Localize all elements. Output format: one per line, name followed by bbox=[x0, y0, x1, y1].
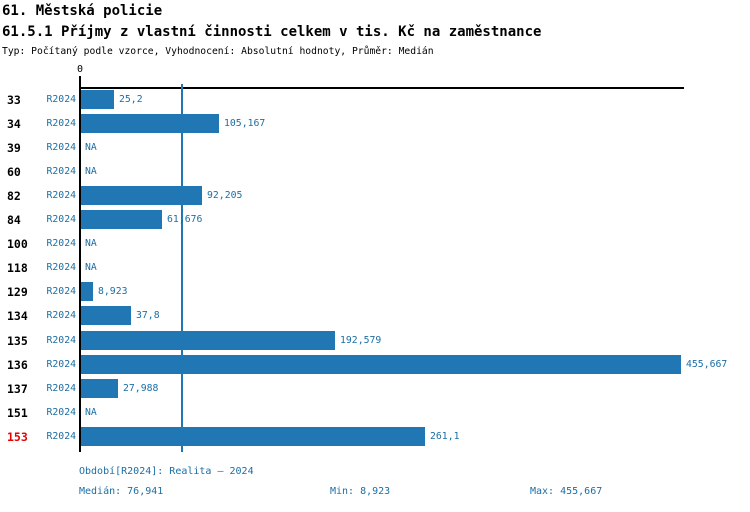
category-label: 134 bbox=[7, 309, 28, 324]
table-row: 60 R2024 NA bbox=[0, 160, 750, 184]
category-label: 129 bbox=[7, 285, 28, 300]
bar bbox=[81, 210, 162, 229]
table-row: 135 R2024 192,579 bbox=[0, 329, 750, 353]
report-title: 61. Městská policie bbox=[2, 3, 163, 19]
na-value-label: NA bbox=[85, 141, 97, 153]
table-row: 129 R2024 8,923 bbox=[0, 280, 750, 304]
table-row: 84 R2024 61,676 bbox=[0, 208, 750, 232]
x-axis-zero-tick-label: 0 bbox=[76, 64, 84, 75]
series-period-label: R2024 bbox=[46, 214, 77, 225]
table-row: 33 R2024 25,2 bbox=[0, 88, 750, 112]
bar bbox=[81, 185, 202, 205]
series-period-label: R2024 bbox=[46, 165, 77, 177]
bar-value-label: 27,988 bbox=[123, 382, 159, 394]
series-period-label: R2024 bbox=[46, 430, 77, 442]
series-period-label: R2024 bbox=[46, 141, 77, 153]
series-period-label: R2024 bbox=[46, 406, 77, 418]
footer-min: Min: 8,923 bbox=[330, 486, 391, 497]
category-label: 100 bbox=[7, 237, 28, 252]
series-period-label: R2024 bbox=[46, 310, 77, 322]
table-row: 134 R2024 37,8 bbox=[0, 304, 750, 328]
series-period-label: R2024 bbox=[46, 358, 77, 370]
bar-value-label: 92,205 bbox=[207, 189, 243, 201]
bar-value-label: 105,167 bbox=[224, 117, 266, 129]
series-period-label: R2024 bbox=[46, 382, 77, 394]
footer-median: Medián: 76,941 bbox=[79, 486, 164, 497]
category-label: 82 bbox=[7, 188, 21, 203]
na-value-label: NA bbox=[85, 262, 97, 274]
series-period-label: R2024 bbox=[46, 238, 77, 250]
category-label: 135 bbox=[7, 333, 28, 348]
series-period-label: R2024 bbox=[46, 117, 77, 129]
bar bbox=[81, 426, 425, 446]
category-label: 84 bbox=[7, 213, 21, 227]
bar-value-label: 61,676 bbox=[167, 214, 203, 225]
bar-value-label: 455,667 bbox=[686, 358, 728, 370]
table-row: 153 R2024 261,1 bbox=[0, 425, 750, 449]
y-axis-line bbox=[79, 76, 81, 452]
table-row: 151 R2024 NA bbox=[0, 401, 750, 425]
x-axis-line bbox=[80, 87, 684, 89]
bar-value-label: 37,8 bbox=[136, 310, 160, 322]
bar bbox=[81, 89, 114, 109]
series-period-label: R2024 bbox=[46, 93, 77, 105]
na-value-label: NA bbox=[85, 406, 97, 418]
category-label: 137 bbox=[7, 381, 28, 396]
category-label: 33 bbox=[7, 92, 21, 107]
bar bbox=[81, 306, 131, 326]
footer-period: Období[R2024]: Realita – 2024 bbox=[79, 466, 254, 477]
category-label: 34 bbox=[7, 116, 21, 131]
table-row: 137 R2024 27,988 bbox=[0, 377, 750, 401]
category-label: 39 bbox=[7, 140, 21, 155]
bar-value-label: 8,923 bbox=[98, 286, 128, 298]
median-reference-line bbox=[181, 84, 183, 452]
na-value-label: NA bbox=[85, 238, 97, 250]
series-period-label: R2024 bbox=[46, 189, 77, 201]
category-label: 60 bbox=[7, 164, 21, 179]
series-period-label: R2024 bbox=[46, 334, 77, 346]
table-row: 136 R2024 455,667 bbox=[0, 353, 750, 377]
table-row: 39 R2024 NA bbox=[0, 136, 750, 160]
category-label: 118 bbox=[7, 261, 28, 276]
bar bbox=[81, 330, 335, 350]
table-row: 34 R2024 105,167 bbox=[0, 112, 750, 136]
series-period-label: R2024 bbox=[46, 262, 77, 274]
footer-max: Max: 455,667 bbox=[530, 486, 603, 497]
table-row: 82 R2024 92,205 bbox=[0, 184, 750, 208]
bar bbox=[81, 282, 93, 302]
chart-meta-line: Typ: Počítaný podle vzorce, Vyhodnocení:… bbox=[2, 46, 434, 57]
bar bbox=[81, 113, 219, 133]
category-label: 136 bbox=[7, 357, 28, 372]
bar-value-label: 25,2 bbox=[119, 93, 143, 105]
table-row: 100 R2024 NA bbox=[0, 232, 750, 256]
chart-title: 61.5.1 Příjmy z vlastní činnosti celkem … bbox=[2, 24, 542, 40]
bar-value-label: 192,579 bbox=[340, 334, 382, 346]
series-period-label: R2024 bbox=[46, 286, 77, 298]
category-label-highlighted: 153 bbox=[7, 429, 28, 444]
bar bbox=[81, 378, 118, 398]
table-row: 118 R2024 NA bbox=[0, 256, 750, 280]
bar bbox=[81, 354, 681, 374]
na-value-label: NA bbox=[85, 165, 97, 177]
category-label: 151 bbox=[7, 405, 28, 420]
bar-value-label: 261,1 bbox=[430, 430, 460, 442]
